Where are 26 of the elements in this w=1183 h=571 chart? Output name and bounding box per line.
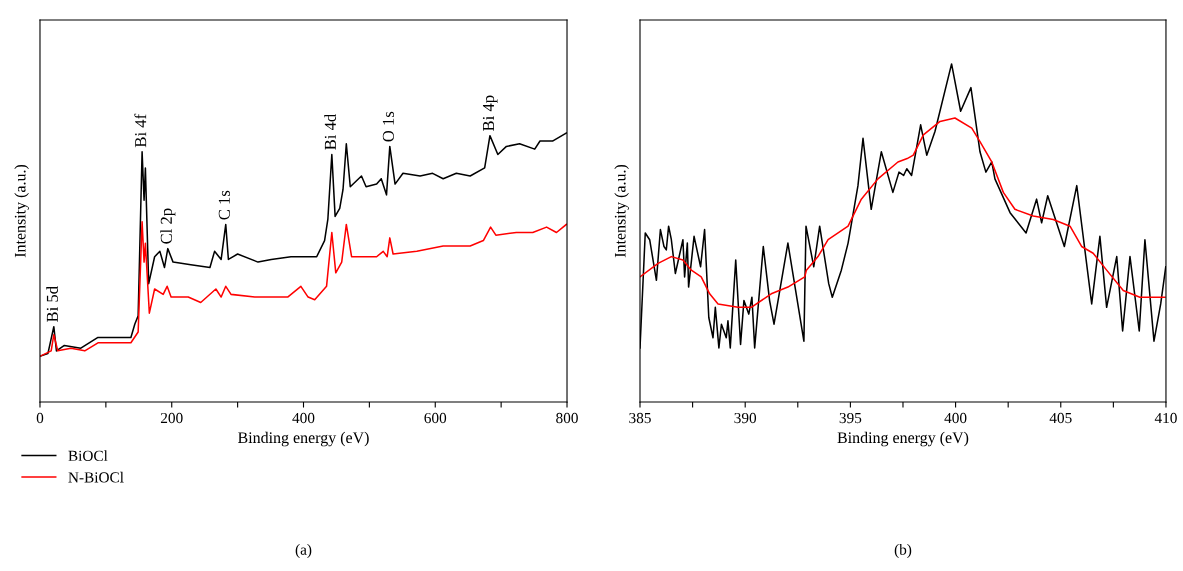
annotation: Bi 4p: [482, 95, 498, 132]
annotation: Bi 4f: [134, 113, 147, 148]
x-tick-label: 385: [629, 412, 651, 424]
x-tick-label: 800: [556, 412, 578, 424]
text: (b): [894, 544, 912, 558]
x-tick-label: 0: [36, 412, 44, 424]
annotation: C 1s: [218, 190, 230, 220]
x-tick-label: 410: [1154, 412, 1177, 424]
x-tick-label: 200: [160, 412, 183, 424]
y-axis-title: Intensity (a.u.): [614, 164, 629, 258]
x-tick-label: 405: [1049, 412, 1072, 424]
x-tick-label: 600: [424, 412, 447, 424]
legend-label: BiOCl: [68, 450, 108, 461]
annotation: Cl 2p: [160, 208, 176, 244]
legend-label: N-BiOCl: [68, 471, 124, 483]
annotation: Bi 4d: [324, 113, 336, 150]
annotation: O 1s: [382, 111, 394, 142]
annotation: Bi 5d: [46, 286, 58, 323]
x-tick-label: 390: [734, 412, 757, 424]
x-tick-label: 400: [944, 412, 967, 424]
x-tick-label: 400: [292, 412, 315, 424]
x-tick-label: 395: [839, 412, 862, 424]
text: (a): [295, 544, 312, 558]
x-axis-title: Binding energy (eV): [238, 431, 369, 447]
y-axis-title: Intensity (a.u.): [14, 164, 29, 258]
x-axis-title: Binding energy (eV): [837, 431, 969, 447]
